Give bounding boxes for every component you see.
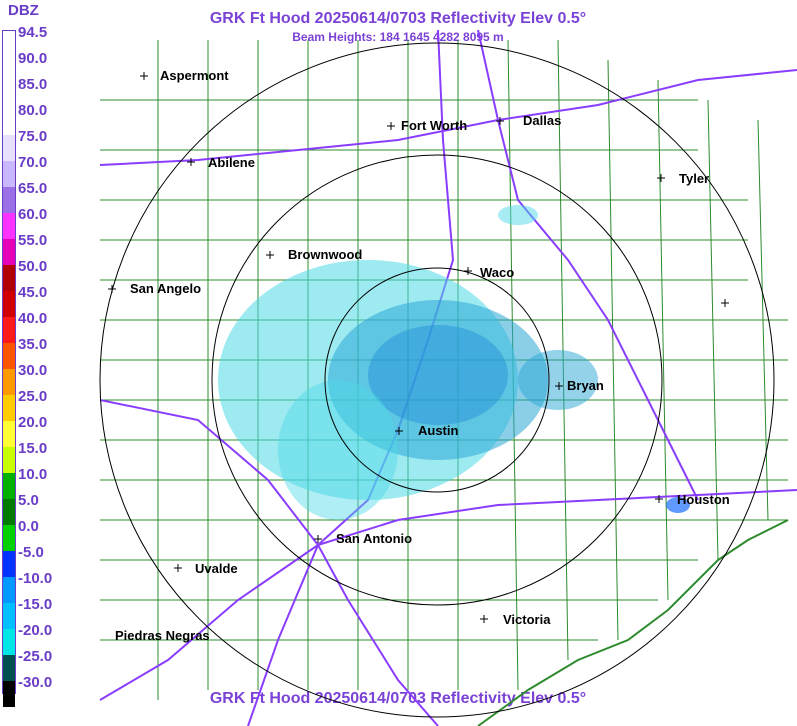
legend-tick-label: 55.0 xyxy=(18,232,48,249)
city-label-victoria: Victoria xyxy=(503,612,551,627)
legend-tick-label: -20.0 xyxy=(18,622,53,639)
legend-color-swatch xyxy=(3,603,15,629)
legend-color-swatch xyxy=(3,343,15,369)
legend-tick-label: 40.0 xyxy=(18,310,48,327)
city-label-brownwood: Brownwood xyxy=(288,247,363,262)
dbz-legend: DBZ 94.5 90.0 85.0 80.0 75.0 70.0 65.0 60.0 55.0… xyxy=(0,0,52,726)
legend-color-swatch xyxy=(3,31,15,57)
legend-color-swatch xyxy=(3,213,15,239)
legend-tick-label: 45.0 xyxy=(18,284,48,301)
legend-color-swatch xyxy=(3,629,15,655)
legend-color-swatch xyxy=(3,421,15,447)
legend-color-swatch xyxy=(3,265,15,291)
city-label-piedras-negras: Piedras Negras xyxy=(115,628,210,643)
legend-tick-label: 15.0 xyxy=(18,440,48,457)
legend-tick-label: 35.0 xyxy=(18,336,48,353)
legend-color-swatch xyxy=(3,187,15,213)
legend-tick-label: -15.0 xyxy=(18,596,53,613)
legend-tick-label: 80.0 xyxy=(18,102,48,119)
legend-tick-label: 0.0 xyxy=(18,518,39,535)
city-label-houston: Houston xyxy=(677,492,730,507)
legend-color-swatch xyxy=(3,369,15,395)
legend-color-swatch xyxy=(3,499,15,525)
reflectivity-echoes xyxy=(218,205,690,520)
legend-tick-label: 70.0 xyxy=(18,154,48,171)
legend-color-swatch xyxy=(3,655,15,681)
legend-color-swatch xyxy=(3,109,15,135)
legend-color-swatch xyxy=(3,317,15,343)
city-label-san-antonio: San Antonio xyxy=(336,531,413,546)
legend-tick-label: 10.0 xyxy=(18,466,48,483)
city-markers xyxy=(108,72,729,623)
legend-color-swatch xyxy=(3,681,15,707)
legend-color-swatch xyxy=(3,473,15,499)
product-title: GRK Ft Hood 20250614/0703 Reflectivity E… xyxy=(209,10,587,27)
radar-map xyxy=(99,29,797,726)
legend-color-swatch xyxy=(3,525,15,551)
legend-tick-label: 75.0 xyxy=(18,128,48,145)
legend-tick-label: -25.0 xyxy=(18,648,53,665)
beam-heights: Beam Heights: 184 1645 4282 8095 m xyxy=(292,30,504,44)
legend-color-swatch xyxy=(3,135,15,161)
legend-tick-label: -5.0 xyxy=(18,544,44,561)
city-label-austin: Austin xyxy=(418,423,459,438)
legend-tick-label: 5.0 xyxy=(18,492,39,509)
legend-color-swatch xyxy=(3,577,15,603)
legend-tick-label: 20.0 xyxy=(18,414,48,431)
legend-color-swatch xyxy=(3,161,15,187)
legend-tick-label: -10.0 xyxy=(18,570,53,587)
city-label-san-angelo: San Angelo xyxy=(130,281,202,296)
range-rings xyxy=(99,42,775,718)
legend-color-swatch xyxy=(3,57,15,83)
legend-tick-label: 30.0 xyxy=(18,362,48,379)
interstate-highways xyxy=(99,29,797,726)
legend-tick-label: 85.0 xyxy=(18,76,48,93)
legend-color-swatch xyxy=(3,83,15,109)
legend-tick-label: 90.0 xyxy=(18,50,48,67)
legend-title: DBZ xyxy=(8,2,39,19)
city-label-dallas: Dallas xyxy=(523,113,562,128)
city-label-waco: Waco xyxy=(480,265,515,280)
dbz-colorbar xyxy=(2,30,16,707)
legend-color-swatch xyxy=(3,447,15,473)
city-label-aspermont: Aspermont xyxy=(160,68,229,83)
legend-tick-label: 60.0 xyxy=(18,206,48,223)
legend-tick-label: -30.0 xyxy=(18,674,53,691)
legend-tick-label: 94.5 xyxy=(18,24,48,41)
product-title-footer: GRK Ft Hood 20250614/0703 Reflectivity E… xyxy=(209,690,587,707)
city-label-fort-worth: Fort Worth xyxy=(401,118,468,133)
city-label-bryan: Bryan xyxy=(567,378,604,393)
legend-tick-label: 25.0 xyxy=(18,388,48,405)
legend-tick-label: 65.0 xyxy=(18,180,48,197)
city-label-tyler: Tyler xyxy=(679,171,710,186)
legend-tick-label: 50.0 xyxy=(18,258,48,275)
city-label-abilene: Abilene xyxy=(208,155,255,170)
legend-color-swatch xyxy=(3,395,15,421)
legend-color-swatch xyxy=(3,239,15,265)
legend-color-swatch xyxy=(3,551,15,577)
legend-color-swatch xyxy=(3,291,15,317)
city-label-uvalde: Uvalde xyxy=(195,561,238,576)
gulf-coastline xyxy=(477,519,789,726)
